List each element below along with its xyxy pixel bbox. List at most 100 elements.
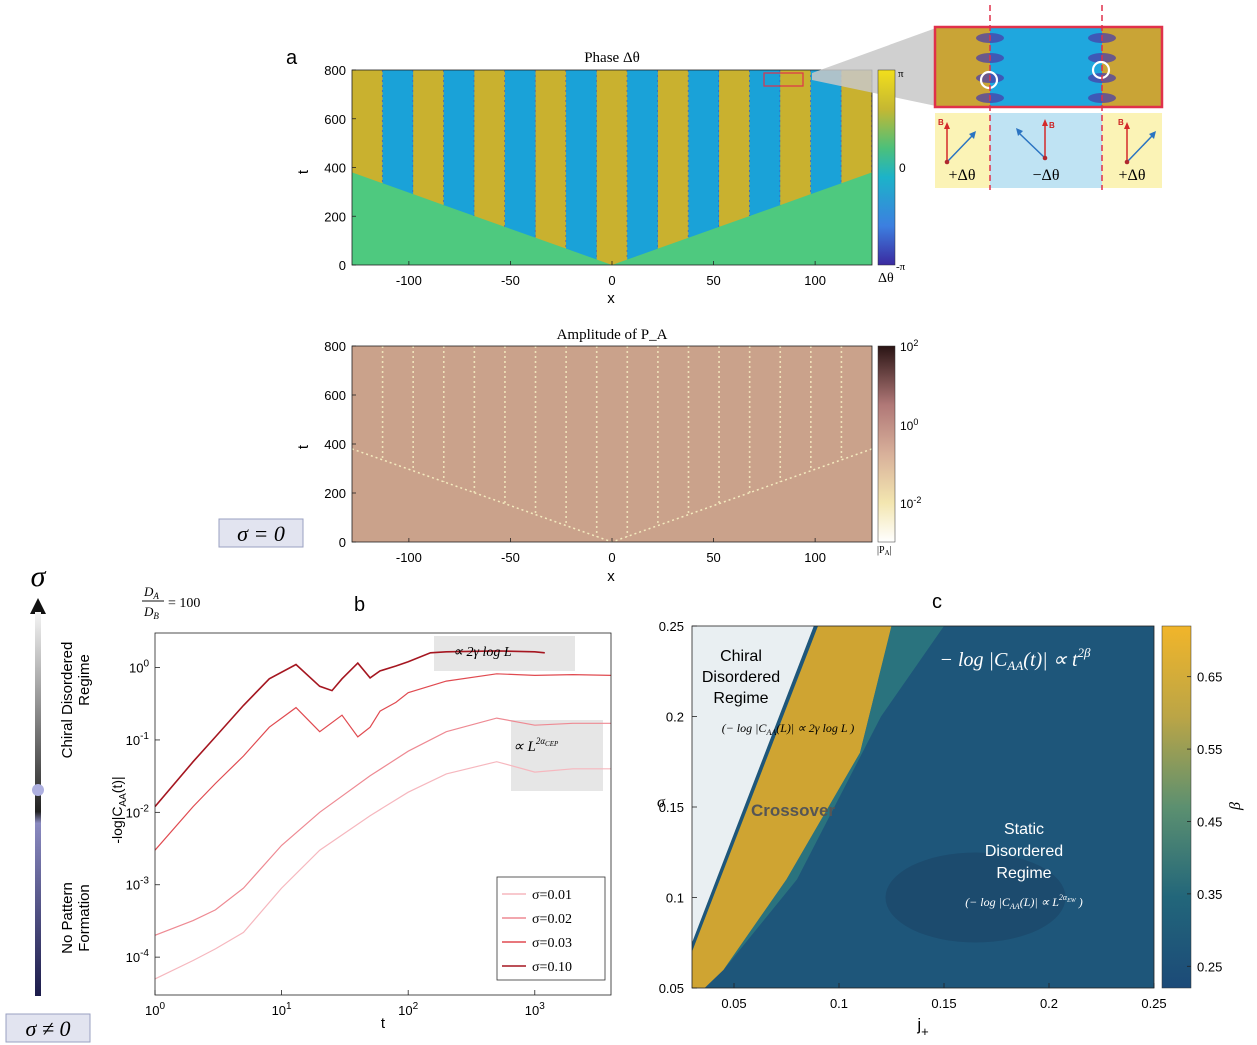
- phase-stripe: [382, 70, 414, 195]
- cbar-tick-label: 0.65: [1197, 670, 1222, 685]
- phase-stripe: [780, 70, 811, 206]
- beta-xlabel: j+: [916, 1015, 928, 1039]
- phase-stripe: [810, 70, 842, 195]
- vector-label-b-mid: B: [1049, 121, 1055, 130]
- phase-stripe: [352, 70, 383, 184]
- phase-stripe: [749, 70, 781, 216]
- phase-stripe: [596, 70, 628, 265]
- y-tick-label: 0: [339, 535, 346, 550]
- chiral-label-1: Chiral: [720, 648, 762, 665]
- vector-label-b-right: B: [1118, 118, 1124, 127]
- amp-colorbar: [877, 345, 896, 543]
- beta-cbar-label: β: [1227, 802, 1244, 811]
- x-tick-label: -100: [396, 273, 422, 288]
- phase-cbar-bot: -π: [896, 261, 906, 273]
- panel-label-b: b: [354, 594, 365, 616]
- vector-diagram-mid: B: [1016, 119, 1055, 161]
- inset-frame: [933, 25, 1164, 109]
- y-tick-label: 800: [324, 339, 346, 354]
- amp-cbar-top: 102: [900, 338, 918, 354]
- y-tick-label: 10-2: [126, 803, 150, 820]
- legend-label: σ=0.10: [532, 960, 572, 975]
- y-tick-label: 100: [129, 659, 149, 676]
- x-tick-label: -50: [501, 273, 520, 288]
- x-tick-label: 103: [525, 1001, 545, 1018]
- amplitude-heatmap: [352, 346, 872, 542]
- legend-label: σ=0.03: [532, 936, 572, 951]
- side-lower-label-2: Formation: [76, 884, 93, 952]
- y-tick-label: 0.15: [659, 800, 684, 815]
- y-tick-label: 200: [324, 486, 346, 501]
- legend-label: σ=0.02: [532, 912, 572, 927]
- sigma-zero-badge: σ = 0: [237, 521, 285, 546]
- svg-text:= 100: = 100: [168, 596, 200, 611]
- phase-stripe: [566, 70, 597, 260]
- amp-background: [352, 346, 872, 542]
- y-tick-label: 10-3: [126, 876, 150, 893]
- x-tick-label: 0.15: [931, 996, 956, 1011]
- inset-label-minus: −Δθ: [1033, 167, 1060, 184]
- crossover-band: [692, 626, 892, 988]
- amp-front: [352, 448, 872, 542]
- x-tick-label: 100: [804, 550, 826, 565]
- sigma-zero-badge-bg: [218, 518, 304, 548]
- inset-label-plus-right: +Δθ: [1119, 167, 1146, 184]
- side-gradient-bar: [35, 612, 41, 996]
- side-upper-label-1: Chiral Disordered: [59, 642, 76, 759]
- phase-zoom-box: [763, 72, 804, 87]
- rotation-icon-left: [979, 70, 999, 90]
- y-tick-label: 600: [324, 112, 346, 127]
- panel-label-a: a: [286, 47, 298, 69]
- series-line-1: [155, 761, 611, 980]
- beta-heatmap: [692, 626, 1154, 988]
- phase-title: Phase Δθ: [584, 50, 640, 66]
- phase-stripe: [841, 70, 872, 184]
- inset-region-mid: [990, 27, 1102, 107]
- x-tick-label: 0: [608, 273, 615, 288]
- y-tick-label: 10-4: [126, 948, 150, 965]
- x-tick-label: 100: [145, 1001, 165, 1018]
- rotation-icon-right: [1091, 60, 1111, 80]
- svg-text:DB: DB: [143, 604, 159, 621]
- phase-stripe: [688, 70, 720, 238]
- y-tick-label: 400: [324, 437, 346, 452]
- y-tick-label: 600: [324, 388, 346, 403]
- phase-cbar-label: Δθ: [878, 271, 894, 286]
- y-tick-label: 0.1: [666, 891, 684, 906]
- annotation-log: ∝ 2γ log L: [453, 645, 512, 660]
- zoom-wedge: [812, 28, 936, 106]
- x-tick-label: 50: [706, 550, 720, 565]
- phase-stripe: [719, 70, 750, 227]
- x-tick-label: 0.05: [721, 996, 746, 1011]
- amp-cbar-label: |PA|: [877, 545, 892, 557]
- cbar-tick-label: 0.45: [1197, 814, 1222, 829]
- phase-stripe: [504, 70, 536, 238]
- series-line-3: [155, 673, 611, 851]
- side-arrow-head: [30, 598, 46, 614]
- side-sigma-symbol: σ: [31, 560, 47, 593]
- x-tick-label: -100: [396, 550, 422, 565]
- chiral-formula: (− log |CAA(L)| ∝ 2γ log L ): [722, 721, 855, 737]
- line-ylabel: -log|CAA(t)|: [109, 776, 129, 843]
- static-formula: (− log |CAA(L)| ∝ L2αEW ): [965, 893, 1083, 911]
- side-threshold-marker: [32, 784, 44, 796]
- sigma-nonzero-badge: σ ≠ 0: [26, 1016, 71, 1041]
- cbar-tick-label: 0.55: [1197, 742, 1222, 757]
- static-label-3: Regime: [996, 865, 1051, 882]
- y-tick-label: 0: [339, 258, 346, 273]
- phase-heatmap: [352, 70, 872, 265]
- beta-colorbar: [1161, 625, 1192, 989]
- crossover-label: Crossover: [751, 801, 835, 820]
- x-tick-label: 0.1: [830, 996, 848, 1011]
- x-tick-label: 0.2: [1040, 996, 1058, 1011]
- x-tick-label: 101: [272, 1001, 292, 1018]
- y-tick-label: 400: [324, 161, 346, 176]
- y-tick-label: 800: [324, 63, 346, 78]
- svg-text:DA: DA: [143, 584, 159, 601]
- amp-cbar-bot: 10-2: [900, 495, 921, 511]
- phase-xlabel: x: [607, 290, 615, 307]
- static-label-1: Static: [1004, 821, 1044, 838]
- inset-sign-left: [935, 113, 990, 188]
- x-tick-label: 100: [804, 273, 826, 288]
